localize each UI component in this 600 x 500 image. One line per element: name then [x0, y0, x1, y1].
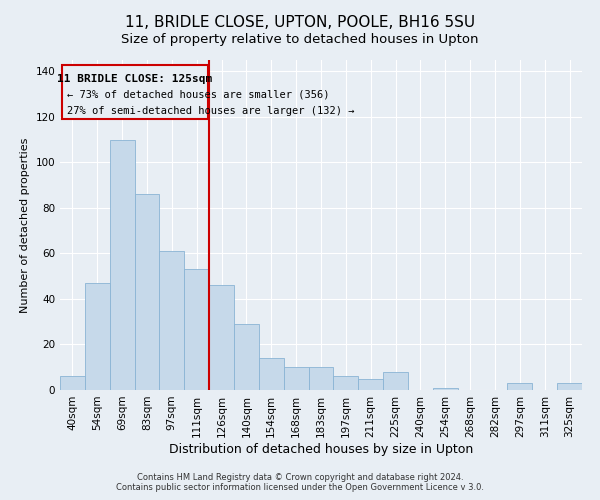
Bar	[184, 270, 209, 390]
Bar	[160, 251, 184, 390]
Bar	[334, 376, 358, 390]
Bar	[508, 383, 532, 390]
Bar	[209, 286, 234, 390]
Bar	[259, 358, 284, 390]
Bar	[234, 324, 259, 390]
X-axis label: Distribution of detached houses by size in Upton: Distribution of detached houses by size …	[169, 442, 473, 456]
Bar	[85, 283, 110, 390]
Text: 11 BRIDLE CLOSE: 125sqm: 11 BRIDLE CLOSE: 125sqm	[58, 74, 212, 84]
Bar	[308, 367, 334, 390]
Text: Size of property relative to detached houses in Upton: Size of property relative to detached ho…	[121, 32, 479, 46]
Text: 11, BRIDLE CLOSE, UPTON, POOLE, BH16 5SU: 11, BRIDLE CLOSE, UPTON, POOLE, BH16 5SU	[125, 15, 475, 30]
Bar	[60, 376, 85, 390]
Bar	[110, 140, 134, 390]
Bar	[284, 367, 308, 390]
Text: 27% of semi-detached houses are larger (132) →: 27% of semi-detached houses are larger (…	[67, 106, 355, 116]
Bar	[433, 388, 458, 390]
Bar	[358, 378, 383, 390]
Text: Contains HM Land Registry data © Crown copyright and database right 2024.
Contai: Contains HM Land Registry data © Crown c…	[116, 473, 484, 492]
Text: ← 73% of detached houses are smaller (356): ← 73% of detached houses are smaller (35…	[67, 90, 329, 100]
Bar	[557, 383, 582, 390]
Bar	[383, 372, 408, 390]
Y-axis label: Number of detached properties: Number of detached properties	[20, 138, 30, 312]
Bar	[134, 194, 160, 390]
FancyBboxPatch shape	[62, 64, 208, 119]
